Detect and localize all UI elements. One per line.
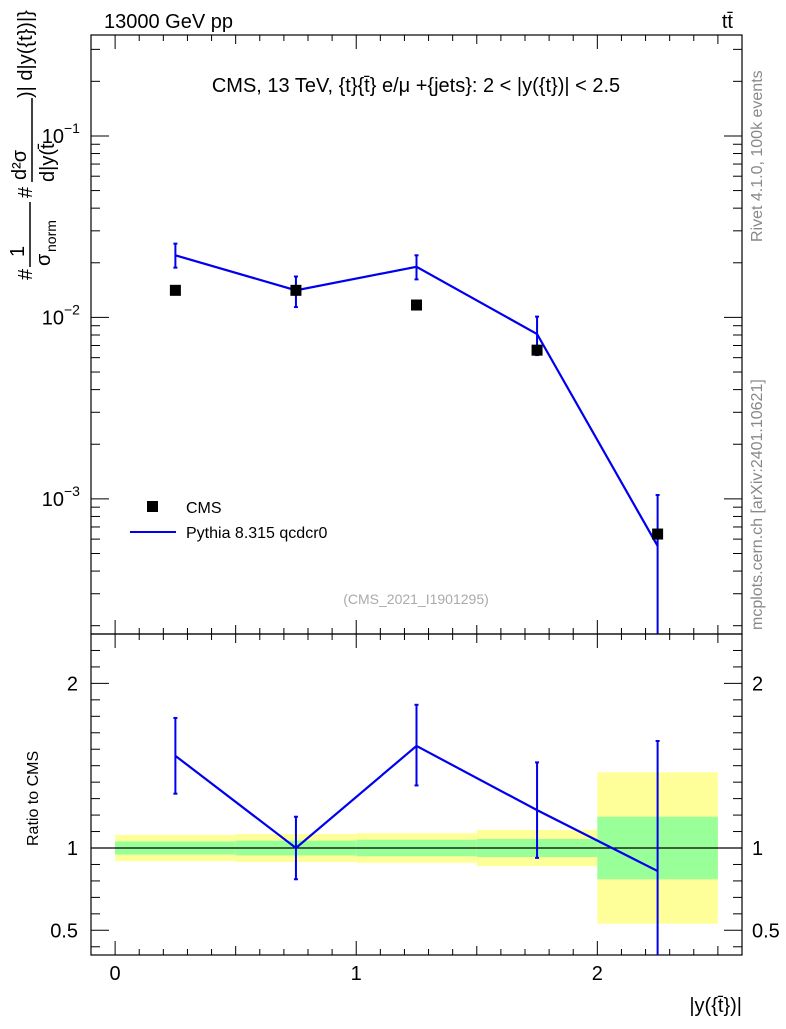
- ylabel-numerator: 1: [7, 246, 29, 257]
- ylabel-tail: )| d|y({t})|}: [15, 10, 37, 98]
- x-axis-title: |y({t̄})|: [689, 995, 742, 1017]
- ratio-y-tick-label-left: 2: [67, 673, 78, 695]
- y-tick-exponent-main: −3: [64, 483, 80, 499]
- ratio-y-tick-label-right: 0.5: [752, 920, 780, 942]
- mc-series-line: [175, 254, 659, 547]
- main-frame: [90, 34, 743, 635]
- analysis-watermark: (CMS_2021_I1901295): [343, 591, 489, 607]
- y-tick-label-main: 10: [42, 489, 64, 511]
- mcplots-label: mcplots.cern.ch [arXiv:2401.10621]: [749, 379, 766, 630]
- ratio-y-tick-label-left: 1: [67, 838, 78, 860]
- ratio-y-tick-label-left: 0.5: [50, 920, 78, 942]
- x-tick-label: 2: [592, 963, 603, 985]
- legend-cms-marker: [147, 501, 158, 512]
- ylabel-hash1: #: [15, 268, 37, 280]
- ylabel-sigma: σ: [33, 253, 55, 266]
- y-tick-label-main: 10: [42, 307, 64, 329]
- cms-data-point: [411, 299, 422, 311]
- x-tick-label: 0: [110, 963, 121, 985]
- legend-pythia-label: Pythia 8.315 qcdcr0: [186, 525, 328, 542]
- ylabel-d2sigma: d²σ: [9, 149, 31, 180]
- legend-cms-label: CMS: [186, 500, 222, 517]
- ylabel-hash2: #: [15, 186, 37, 198]
- header-process-label: tt̄: [722, 11, 734, 33]
- rivet-version-label: Rivet 4.1.0, 100k events: [749, 70, 766, 242]
- ratio-y-tick-label-right: 1: [752, 838, 763, 860]
- y-axis-title-ratio: Ratio to CMS: [25, 751, 42, 846]
- cms-data-point: [652, 528, 664, 540]
- ratio-y-tick-label-right: 2: [752, 673, 763, 695]
- x-tick-label: 1: [351, 963, 362, 985]
- cms-data-point: [290, 284, 302, 296]
- header-energy-label: 13000 GeV pp: [104, 11, 233, 33]
- y-tick-exponent-main: −2: [64, 301, 80, 317]
- ratio-series-line: [174, 744, 659, 873]
- ratio-panel: 0 1 2 0.5 0.5 1 1 2 2: [50, 633, 780, 985]
- y-tick-exponent-main: −1: [64, 120, 80, 136]
- chart-title: CMS, 13 TeV, {t}{t̄} e/μ +{jets}: 2 < |y…: [212, 75, 620, 97]
- y-tick-label-main: 10: [42, 126, 64, 148]
- ylabel-denominator: d|y(t̄: [37, 143, 59, 182]
- legend: CMS Pythia 8.315 qcdcr0: [130, 500, 328, 542]
- ylabel-sigma-sub: norm: [43, 220, 59, 252]
- ratio-frame: [90, 633, 743, 956]
- y-axis-title-main: # 1 σ norm # d²σ d|y(t̄ )| d|y({t})|}: [7, 10, 59, 280]
- main-panel: 10−310−210−1: [42, 34, 743, 955]
- cms-data-point: [169, 284, 181, 296]
- cms-data-point: [531, 344, 543, 356]
